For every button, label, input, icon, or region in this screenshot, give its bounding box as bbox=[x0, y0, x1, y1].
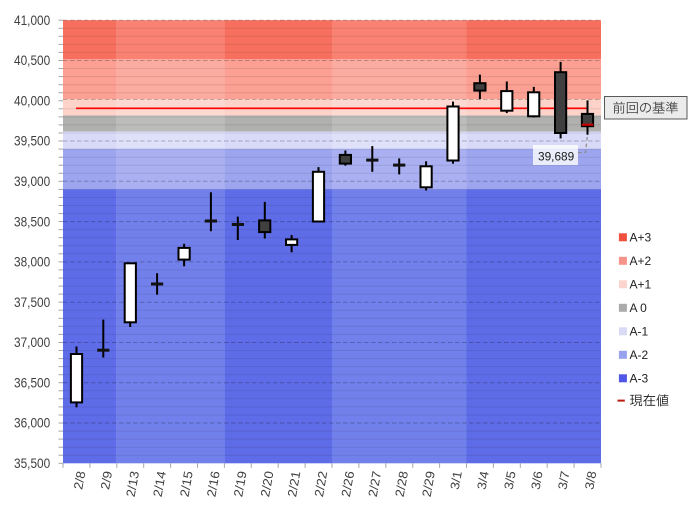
svg-text:A+3: A+3 bbox=[630, 231, 652, 245]
svg-text:3/4: 3/4 bbox=[475, 470, 492, 491]
svg-text:2/26: 2/26 bbox=[339, 470, 357, 498]
svg-text:A+2: A+2 bbox=[630, 254, 652, 268]
svg-text:37,500: 37,500 bbox=[14, 295, 50, 310]
svg-text:36,500: 36,500 bbox=[14, 375, 50, 390]
svg-text:2/9: 2/9 bbox=[98, 470, 115, 491]
svg-text:A 0: A 0 bbox=[630, 301, 648, 315]
svg-text:2/13: 2/13 bbox=[124, 470, 142, 498]
svg-text:3/6: 3/6 bbox=[529, 470, 546, 491]
svg-text:38,500: 38,500 bbox=[14, 214, 50, 229]
svg-text:41,000: 41,000 bbox=[14, 13, 50, 28]
svg-text:2/21: 2/21 bbox=[285, 470, 303, 498]
svg-text:3/7: 3/7 bbox=[556, 470, 573, 491]
svg-text:37,000: 37,000 bbox=[14, 335, 50, 350]
svg-text:36,000: 36,000 bbox=[14, 416, 50, 431]
svg-text:3/1: 3/1 bbox=[448, 470, 465, 491]
svg-text:3/8: 3/8 bbox=[582, 470, 599, 491]
svg-text:A-3: A-3 bbox=[630, 372, 649, 386]
svg-text:2/27: 2/27 bbox=[366, 470, 384, 498]
svg-text:2/14: 2/14 bbox=[151, 470, 169, 498]
svg-text:2/8: 2/8 bbox=[71, 470, 88, 491]
svg-text:39,000: 39,000 bbox=[14, 174, 50, 189]
svg-text:39,689: 39,689 bbox=[538, 150, 574, 164]
svg-text:2/15: 2/15 bbox=[178, 470, 196, 498]
svg-text:2/22: 2/22 bbox=[312, 470, 330, 498]
svg-text:38,000: 38,000 bbox=[14, 255, 50, 270]
svg-text:2/28: 2/28 bbox=[393, 470, 411, 498]
svg-text:2/29: 2/29 bbox=[420, 470, 438, 498]
svg-text:A-1: A-1 bbox=[630, 325, 649, 339]
svg-text:3/5: 3/5 bbox=[502, 470, 519, 491]
svg-text:39,500: 39,500 bbox=[14, 134, 50, 149]
svg-text:40,000: 40,000 bbox=[14, 94, 50, 109]
svg-text:40,500: 40,500 bbox=[14, 53, 50, 68]
svg-text:A+1: A+1 bbox=[630, 278, 652, 292]
svg-text:A-2: A-2 bbox=[630, 348, 649, 362]
svg-text:2/19: 2/19 bbox=[231, 470, 249, 498]
svg-text:2/20: 2/20 bbox=[258, 470, 276, 498]
svg-text:35,500: 35,500 bbox=[14, 456, 50, 471]
svg-text:2/16: 2/16 bbox=[204, 470, 222, 498]
